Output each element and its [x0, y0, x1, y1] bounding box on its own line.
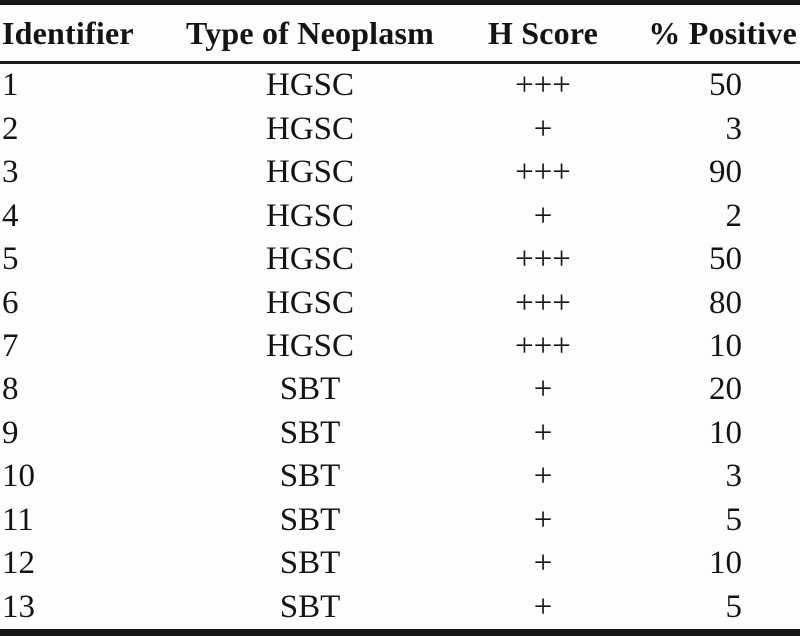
table-cell: 20 [709, 371, 742, 408]
table-cell: 7 [2, 327, 19, 364]
table-cell: 5 [725, 501, 743, 538]
table-row: 12 SBT +10 [0, 542, 800, 585]
table-row: 8 SBT +20 [0, 368, 800, 411]
table-cell: 50 [709, 241, 742, 278]
table-cell: HGSC [265, 284, 355, 321]
table-body: 1 HGSC +++ 50 2 HGSC +3 3 HGSC +++ 90 4 HGSC +2 5 HGSC +… [0, 64, 800, 629]
table-cell: + [533, 501, 553, 538]
table-cell: 10 [2, 458, 35, 495]
table-cell: + [533, 414, 553, 451]
table-cell: 12 [2, 545, 35, 582]
table-cell: HGSC [265, 110, 355, 147]
table-cell: HGSC [265, 154, 355, 191]
table-cell: HGSC [265, 327, 355, 364]
table-cell: SBT [279, 588, 341, 625]
table-cell: 90 [709, 154, 742, 191]
table-cell: 6 [2, 284, 19, 321]
table-row: 6 HGSC +++ 80 [0, 281, 800, 324]
table-cell: 13 [2, 588, 35, 625]
table-row: 10 SBT +3 [0, 455, 800, 498]
table-cell: 3 [725, 110, 743, 147]
column-header-type-of-neoplasm: Type of Neoplasm [186, 14, 434, 51]
table-cell: + [533, 588, 553, 625]
table-cell: 5 [2, 241, 19, 278]
table-cell: SBT [279, 501, 341, 538]
table-cell: HGSC [265, 197, 355, 234]
table-cell: 2 [2, 110, 19, 147]
table-row: 2 HGSC +3 [0, 107, 800, 150]
table-cell: + [533, 371, 553, 408]
table-top-rule [0, 0, 800, 5]
table-cell: HGSC [265, 67, 355, 104]
table-cell: +++ [515, 241, 571, 278]
table-cell: 80 [709, 284, 742, 321]
table-row: 9 SBT +10 [0, 412, 800, 455]
table-cell: +++ [515, 327, 571, 364]
table-cell: +++ [515, 67, 571, 104]
table-cell: 11 [2, 501, 34, 538]
table-cell: + [533, 545, 553, 582]
table-cell: SBT [279, 371, 341, 408]
table-cell: 8 [2, 371, 19, 408]
table-cell: SBT [279, 414, 341, 451]
table-cell: +++ [515, 154, 571, 191]
table-row: 11 SBT +5 [0, 499, 800, 542]
table-cell: 4 [2, 197, 19, 234]
column-header-h-score: H Score [487, 14, 599, 51]
table-row: 5 HGSC +++ 50 [0, 238, 800, 281]
table-header-rule [0, 61, 800, 64]
table-cell: +++ [515, 284, 571, 321]
table-cell: + [533, 110, 553, 147]
table-row: 4 HGSC +2 [0, 194, 800, 237]
table-cell: 10 [709, 327, 742, 364]
column-header-identifier: Identifier [2, 14, 134, 51]
table-cell: + [533, 458, 553, 495]
table-cell: 10 [709, 414, 742, 451]
table-cell: 10 [709, 545, 742, 582]
table-cell: 9 [2, 414, 19, 451]
table-header-row: Identifier Type of Neoplasm H Score % Po… [0, 5, 800, 61]
table-row: 7 HGSC +++ 10 [0, 325, 800, 368]
table-cell: 2 [725, 197, 743, 234]
column-header-percent-positive: % Positive [648, 14, 797, 51]
table-cell: 5 [725, 588, 743, 625]
table-cell: HGSC [265, 241, 355, 278]
table-row: 13 SBT +5 [0, 586, 800, 629]
table-cell: 1 [2, 67, 19, 104]
table-cell: 3 [2, 154, 19, 191]
table-row: 1 HGSC +++ 50 [0, 64, 800, 107]
table-cell: SBT [279, 545, 341, 582]
table-cell: 3 [725, 458, 743, 495]
table-cell: + [533, 197, 553, 234]
table-row: 3 HGSC +++ 90 [0, 151, 800, 194]
table-cell: SBT [279, 458, 341, 495]
table-bottom-rule [0, 629, 800, 636]
table-cell: 50 [709, 67, 742, 104]
